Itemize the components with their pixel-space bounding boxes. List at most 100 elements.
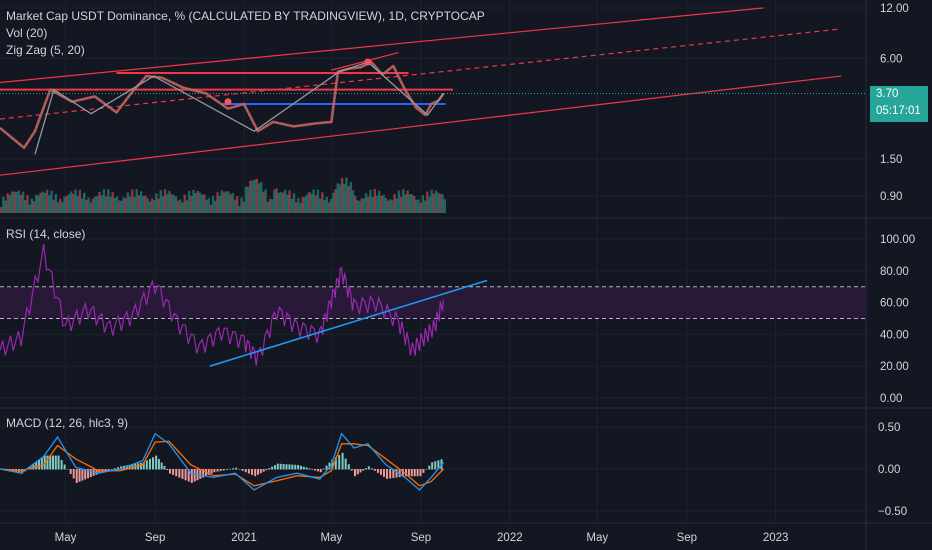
volume-bar — [423, 200, 427, 213]
volume-bar — [131, 189, 134, 213]
volume-bar — [113, 197, 117, 213]
volume-bar — [8, 195, 12, 213]
volume-bar — [257, 183, 261, 213]
volume-bar — [0, 207, 3, 213]
histogram-bar — [379, 469, 382, 475]
volume-bar — [246, 186, 250, 213]
volume-bar — [117, 200, 121, 213]
volume-bar — [284, 189, 287, 213]
volume-bar — [312, 189, 315, 213]
volume-bar — [150, 198, 154, 213]
histogram-bar — [398, 469, 401, 478]
histogram-bar — [193, 469, 196, 482]
volume-bar — [109, 196, 112, 213]
volume-bar — [26, 195, 29, 213]
volume-bar — [190, 195, 193, 213]
volume-bar — [441, 194, 444, 213]
histogram-bar — [190, 469, 193, 483]
macd-histogram — [0, 452, 443, 483]
volume-bar — [61, 201, 64, 213]
histogram-bar — [175, 469, 178, 477]
volume-bar — [404, 194, 407, 213]
volume-bar — [220, 190, 224, 213]
histogram-bar — [325, 465, 328, 470]
volume-bar — [303, 196, 307, 213]
histogram-bar — [251, 469, 254, 475]
histogram-bar — [425, 469, 428, 470]
volume-bar — [426, 191, 429, 213]
volume-bar — [421, 195, 425, 213]
volume-bar — [67, 194, 71, 213]
histogram-bar — [52, 455, 55, 470]
volume-bar — [356, 200, 359, 213]
volume-bar — [325, 196, 328, 213]
volume-bar — [41, 191, 44, 213]
volume-bar — [139, 191, 143, 213]
histogram-bar — [49, 455, 52, 470]
histogram-bar — [38, 459, 41, 470]
histogram-bar — [54, 455, 57, 470]
volume-bar — [251, 180, 254, 213]
volume-bar — [281, 192, 285, 213]
volume-bar — [270, 199, 274, 213]
volume-bar — [126, 192, 130, 213]
volume-bar — [19, 195, 23, 213]
histogram-bar — [422, 469, 425, 473]
volume-bar — [371, 196, 374, 213]
volume-bar — [183, 194, 186, 213]
volume-bar — [198, 192, 202, 213]
rsi-axis-label: 60.00 — [880, 298, 909, 310]
volume-bar — [142, 195, 145, 213]
volume-bar — [83, 192, 86, 213]
histogram-bar — [117, 467, 120, 470]
chart-title: Market Cap USDT Dominance, % (CALCULATED… — [6, 9, 485, 23]
histogram-bar — [225, 469, 228, 470]
volume-bar — [69, 191, 73, 213]
volume-bar — [288, 190, 291, 213]
volume-bar — [367, 196, 370, 213]
histogram-bar — [155, 455, 158, 470]
histogram-bar — [142, 462, 145, 470]
volume-bar — [233, 199, 237, 213]
volume-bar — [72, 193, 75, 213]
volume-bar — [301, 197, 304, 213]
volume-bar — [299, 202, 302, 213]
last-price-value: 3.70 — [876, 88, 899, 100]
histogram-bar — [416, 469, 419, 477]
histogram-bar — [276, 463, 279, 470]
volume-bar — [176, 200, 180, 213]
volume-bar — [111, 191, 114, 213]
histogram-bar — [401, 469, 404, 477]
rsi-legend: RSI (14, close) — [6, 227, 86, 241]
histogram-bar — [207, 469, 210, 475]
histogram-bar — [288, 464, 291, 470]
volume-bar — [100, 195, 103, 213]
histogram-bar — [95, 469, 98, 475]
histogram-bar — [120, 466, 123, 470]
volume-bar — [37, 195, 40, 213]
price-axis-label: 6.00 — [880, 53, 902, 65]
volume-bar — [417, 199, 420, 213]
histogram-bar — [219, 469, 222, 472]
volume-bar — [415, 199, 418, 213]
histogram-bar — [178, 469, 181, 478]
volume-bar — [329, 198, 333, 213]
histogram-bar — [294, 464, 297, 470]
volume-bar — [437, 192, 440, 213]
histogram-bar — [210, 469, 213, 474]
price-axis-label: 12.00 — [880, 3, 909, 15]
volume-bar — [174, 196, 178, 213]
volume-bar — [196, 190, 200, 213]
histogram-bar — [202, 469, 205, 478]
histogram-bar — [356, 469, 359, 475]
volume-bar — [434, 190, 438, 213]
volume-bar — [273, 189, 276, 213]
volume-bar — [327, 202, 331, 213]
volume-bar — [406, 190, 409, 213]
rsi-line — [0, 243, 445, 366]
histogram-bar — [148, 458, 151, 470]
volume-bar — [225, 191, 228, 213]
volume-bar — [347, 186, 350, 213]
histogram-bar — [187, 469, 190, 482]
